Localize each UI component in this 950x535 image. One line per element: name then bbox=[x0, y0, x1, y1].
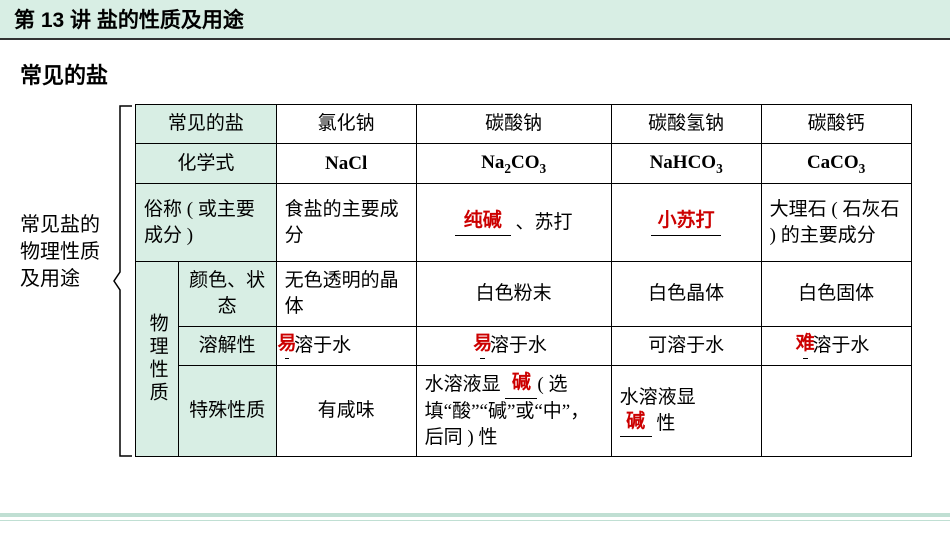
header-physics: 物理性质 bbox=[136, 262, 179, 457]
text: 水溶液显 bbox=[425, 374, 506, 395]
cell: 碳酸钙 bbox=[761, 105, 911, 144]
header-name: 常见的盐 bbox=[136, 105, 277, 144]
cell: 白色晶体 bbox=[611, 262, 761, 326]
header-formula: 化学式 bbox=[136, 143, 277, 184]
text: 溶于水 bbox=[485, 335, 547, 356]
table-row: 溶解性 易 溶于水 易 溶于水 可溶于水 难 溶于水 bbox=[136, 326, 912, 366]
table-row: 物理性质 颜色、状态 无色透明的晶体 白色粉末 白色晶体 白色固体 bbox=[136, 262, 912, 326]
table-row: 常见的盐 氯化钠 碳酸钠 碳酸氢钠 碳酸钙 bbox=[136, 105, 912, 144]
lecture-title: 第 13 讲 盐的性质及用途 bbox=[0, 0, 950, 40]
cell: 无色透明的晶体 bbox=[276, 262, 416, 326]
cell: 可溶于水 bbox=[611, 326, 761, 366]
section-subtitle: 常见的盐 bbox=[0, 40, 950, 104]
text: 水溶液显 bbox=[620, 387, 696, 408]
cell bbox=[761, 366, 911, 457]
text: 、苏打 bbox=[511, 212, 573, 233]
blank-fill: 碱 bbox=[505, 372, 537, 399]
cell: 水溶液显 碱 ( 选填“酸”“碱”或“中”，后同 ) 性 bbox=[416, 366, 611, 457]
blank-fill: 小苏打 bbox=[651, 210, 721, 237]
text: 溶于水 bbox=[808, 335, 870, 356]
cell: 白色固体 bbox=[761, 262, 911, 326]
cell: 易 溶于水 bbox=[276, 326, 416, 366]
cell: 小苏打 bbox=[611, 184, 761, 262]
footer-rule bbox=[0, 513, 950, 521]
cell: 白色粉末 bbox=[416, 262, 611, 326]
salts-table: 常见的盐 氯化钠 碳酸钠 碳酸氢钠 碳酸钙 化学式 NaCl Na2CO3 Na… bbox=[135, 104, 912, 457]
cell: 食盐的主要成分 bbox=[276, 184, 416, 262]
formula-cell: NaHCO3 bbox=[611, 143, 761, 184]
cell: 大理石 ( 石灰石 ) 的主要成分 bbox=[761, 184, 911, 262]
cell: 难 溶于水 bbox=[761, 326, 911, 366]
blank-fill: 纯碱 bbox=[455, 210, 511, 237]
header-solubility: 溶解性 bbox=[178, 326, 276, 366]
cell: 易 溶于水 bbox=[416, 326, 611, 366]
header-color: 颜色、状态 bbox=[178, 262, 276, 326]
bracket-icon bbox=[112, 104, 134, 458]
cell: 纯碱 、苏打 bbox=[416, 184, 611, 262]
blank-fill: 难 bbox=[803, 333, 808, 360]
header-special: 特殊性质 bbox=[178, 366, 276, 457]
formula-cell: CaCO3 bbox=[761, 143, 911, 184]
text: 性 bbox=[652, 413, 676, 434]
formula-cell: Na2CO3 bbox=[416, 143, 611, 184]
table-row: 特殊性质 有咸味 水溶液显 碱 ( 选填“酸”“碱”或“中”，后同 ) 性 水溶… bbox=[136, 366, 912, 457]
table-row: 俗称 ( 或主要成分 ) 食盐的主要成分 纯碱 、苏打 小苏打 大理石 ( 石灰… bbox=[136, 184, 912, 262]
cell: 碳酸氢钠 bbox=[611, 105, 761, 144]
side-label: 常见盐的物理性质及用途 bbox=[20, 212, 110, 293]
blank-fill: 易 bbox=[285, 333, 290, 360]
cell: 碳酸钠 bbox=[416, 105, 611, 144]
cell: 有咸味 bbox=[276, 366, 416, 457]
cell: 水溶液显 碱 性 bbox=[611, 366, 761, 457]
header-alias: 俗称 ( 或主要成分 ) bbox=[136, 184, 277, 262]
blank-fill: 易 bbox=[480, 333, 485, 360]
formula-cell: NaCl bbox=[276, 143, 416, 184]
table-row: 化学式 NaCl Na2CO3 NaHCO3 CaCO3 bbox=[136, 143, 912, 184]
text: 溶于水 bbox=[289, 335, 351, 356]
cell: 氯化钠 bbox=[276, 105, 416, 144]
blank-fill: 碱 bbox=[620, 411, 652, 438]
